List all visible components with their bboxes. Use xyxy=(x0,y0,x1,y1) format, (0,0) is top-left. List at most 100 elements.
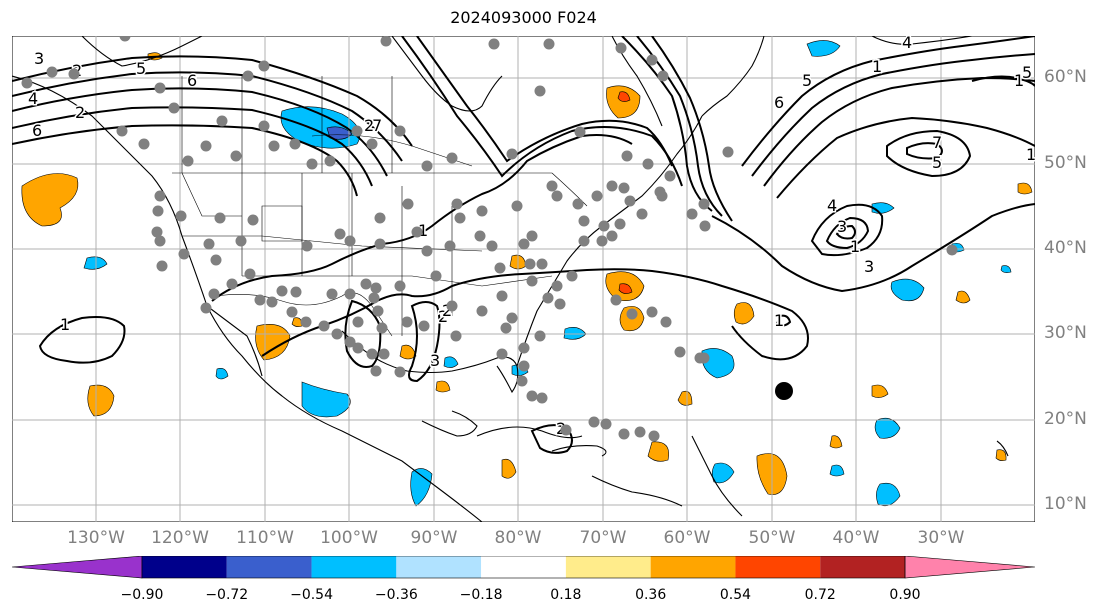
station-dot xyxy=(366,138,378,150)
positive-area xyxy=(435,380,451,393)
station-dot xyxy=(606,230,618,242)
station-dot xyxy=(421,160,433,172)
contour-label: 5 xyxy=(1022,63,1032,82)
station-dot xyxy=(351,125,363,137)
station-dot xyxy=(430,270,442,282)
station-dot xyxy=(324,155,336,167)
colorbar-segment xyxy=(481,556,566,578)
station-dot xyxy=(543,38,555,50)
station-dot xyxy=(560,424,572,436)
positive-area xyxy=(291,317,303,327)
contour-label: 5 xyxy=(932,153,942,172)
station-dot xyxy=(542,292,554,304)
station-dot xyxy=(474,230,486,242)
station-dot xyxy=(258,60,270,72)
contour-label: 3 xyxy=(34,49,44,68)
station-dot xyxy=(21,77,33,89)
colorbar-tick-label: −0.54 xyxy=(290,587,333,603)
station-dot xyxy=(534,330,546,342)
negative-area xyxy=(711,462,735,484)
positive-area xyxy=(399,344,417,360)
contour-label: 1 xyxy=(872,57,882,76)
station-dot xyxy=(578,215,590,227)
longitude-label: 120°W xyxy=(151,528,209,548)
station-dot xyxy=(526,230,538,242)
map-title: 2024093000 F024 xyxy=(450,8,597,27)
station-dot xyxy=(326,288,338,300)
station-dot xyxy=(618,182,630,194)
station-dot xyxy=(344,288,356,300)
station-dot xyxy=(476,305,488,317)
station-dot xyxy=(418,320,430,332)
colorbar-tick-label: 0.90 xyxy=(889,587,921,603)
station-dot xyxy=(536,258,548,270)
positive-area xyxy=(1017,182,1033,195)
station-dot xyxy=(674,346,686,358)
station-dot xyxy=(200,302,212,314)
positive-area xyxy=(21,173,79,227)
station-dot xyxy=(600,418,612,430)
station-dot xyxy=(598,220,610,232)
station-dot xyxy=(536,392,548,404)
station-dot xyxy=(588,416,600,428)
contour-label: 6 xyxy=(187,71,197,90)
contour-label: 4 xyxy=(902,36,912,52)
station-dot xyxy=(360,278,372,290)
station-dot xyxy=(446,300,458,312)
colorbar-segment xyxy=(650,556,736,578)
station-dot xyxy=(235,235,247,247)
station-dot xyxy=(656,190,668,202)
station-dot xyxy=(374,212,386,224)
negative-area xyxy=(701,348,735,379)
station-dot xyxy=(488,38,500,50)
station-dot xyxy=(657,70,669,82)
longitude-label: 70°W xyxy=(579,528,627,548)
longitude-label: 60°W xyxy=(663,528,711,548)
positive-area xyxy=(647,441,669,462)
station-dot xyxy=(318,320,330,332)
positive-area xyxy=(617,91,631,102)
negative-area xyxy=(1000,265,1012,273)
station-dot xyxy=(394,366,406,378)
longitude-label: 130°W xyxy=(67,528,125,548)
station-dot xyxy=(331,328,343,340)
contour-label: 1 xyxy=(60,315,70,334)
station-dot xyxy=(476,205,488,217)
positive-area xyxy=(733,302,755,325)
station-dot xyxy=(344,235,356,247)
station-dot xyxy=(306,158,318,170)
longitude-label: 50°W xyxy=(748,528,796,548)
colorbar-tick-label: 0.18 xyxy=(550,587,582,603)
longitude-label: 110°W xyxy=(236,528,294,548)
station-dot xyxy=(554,298,566,310)
station-dot xyxy=(402,198,414,210)
station-dot xyxy=(516,375,528,387)
contour-label: 3 xyxy=(837,217,847,236)
station-dot xyxy=(154,235,166,247)
station-dot xyxy=(614,218,626,230)
station-dot xyxy=(722,146,734,158)
station-dot xyxy=(214,212,226,224)
station-dot xyxy=(578,235,590,247)
station-dot xyxy=(208,288,220,300)
station-dot xyxy=(686,208,698,220)
longitude-label: 90°W xyxy=(410,528,458,548)
contour-label: 2 xyxy=(364,116,374,135)
station-dot xyxy=(258,120,270,132)
colorbar-tick-label: 0.72 xyxy=(804,587,836,603)
station-dot xyxy=(634,426,646,438)
station-dot xyxy=(138,138,150,150)
station-dot xyxy=(374,238,386,250)
contour-label: 1 xyxy=(1026,145,1035,164)
longitude-label: 80°W xyxy=(494,528,542,548)
positive-area xyxy=(995,449,1007,461)
colorbar-tick-label: −0.36 xyxy=(374,587,418,603)
station-dot xyxy=(203,238,215,250)
station-dot xyxy=(268,140,280,152)
station-dot xyxy=(511,200,523,212)
storm-marker xyxy=(775,382,793,400)
station-dot xyxy=(518,360,530,372)
station-dot xyxy=(154,82,166,94)
contour-label: 7 xyxy=(372,116,382,135)
longitude-label: 100°W xyxy=(320,528,378,548)
